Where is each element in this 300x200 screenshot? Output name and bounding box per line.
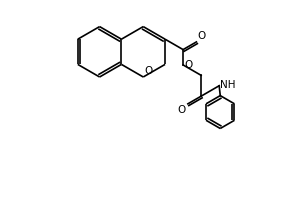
- Text: NH: NH: [220, 80, 235, 90]
- Text: O: O: [178, 105, 186, 115]
- Text: O: O: [185, 60, 193, 70]
- Text: O: O: [197, 31, 206, 41]
- Text: O: O: [144, 66, 152, 76]
